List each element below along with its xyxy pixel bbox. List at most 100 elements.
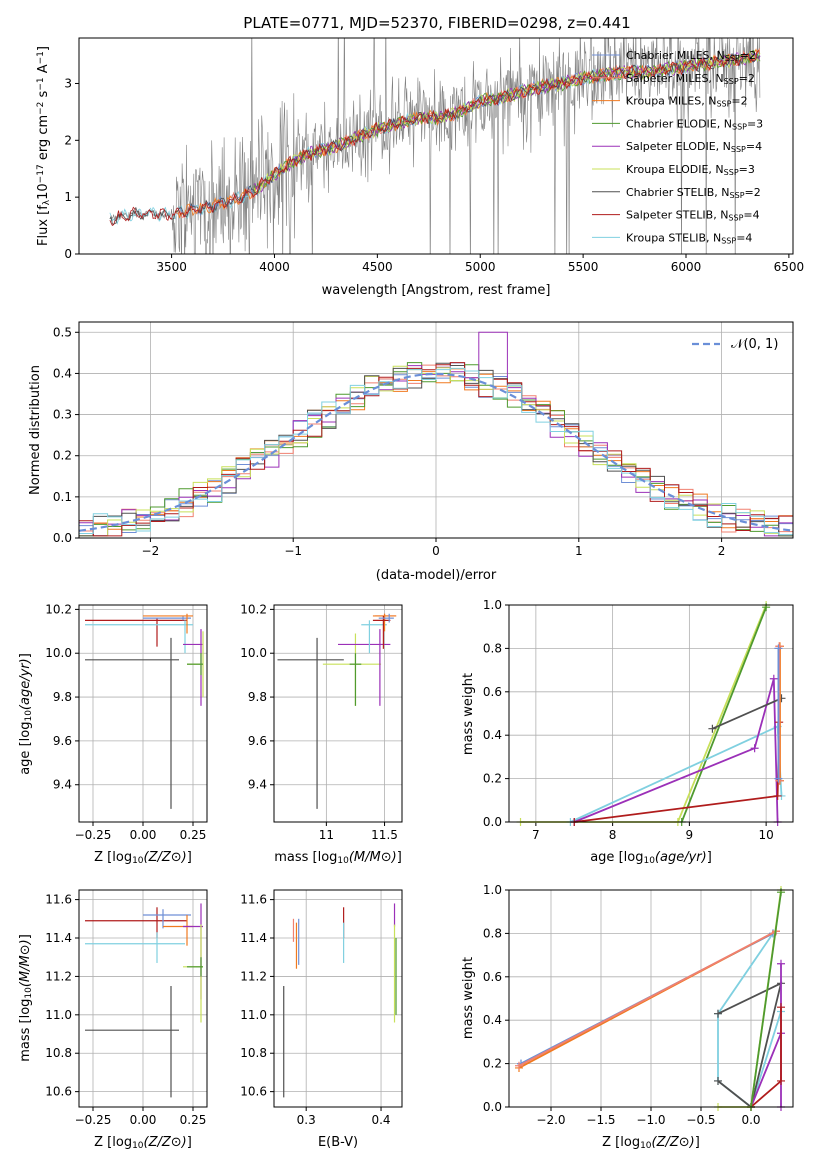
- label-part: mass [log: [274, 850, 337, 865]
- legend-sub: SSP: [724, 77, 739, 86]
- y-tick-label: 11.2: [45, 969, 72, 983]
- legend-sub: SSP: [731, 145, 746, 154]
- label-part: (age/yr): [18, 658, 33, 710]
- x-axis-label: Z [log10(Z/Z⊙)]: [94, 850, 192, 866]
- x-tick-label: −2.0: [536, 1113, 565, 1127]
- series-chabrier-stelib: [712, 697, 782, 730]
- label-sub: 10: [24, 710, 34, 722]
- x-tick-label: 5500: [568, 260, 599, 274]
- y-tick-label: 0.4: [483, 728, 502, 742]
- axes-frame: [78, 604, 208, 823]
- label-part: Z [log: [94, 1135, 132, 1150]
- label-part: (Z/Z⊙): [144, 850, 187, 865]
- x-tick-label: 0.25: [180, 1113, 207, 1127]
- histogram-salpeter-stelib: [79, 362, 793, 537]
- legend-eq: =4: [746, 140, 762, 153]
- y-tick-label: 0.0: [483, 1100, 502, 1114]
- legend-entry: Chabrier MILES, NSSP=2: [626, 49, 756, 63]
- legend-eq: =3: [747, 117, 763, 130]
- y-tick-label: 3: [64, 76, 72, 90]
- y-tick-label: 9.6: [53, 734, 72, 748]
- x-tick-label: 7: [532, 828, 540, 842]
- plot-area: [109, 38, 761, 254]
- legend-eq: =2: [745, 186, 761, 199]
- y-axis-label: Normed distribution: [28, 365, 43, 495]
- legend-entry: Salpeter ELODIE, NSSP=4: [626, 140, 762, 154]
- legend-entry: 𝒩(0, 1): [731, 337, 778, 352]
- mass-vs-ebv-panel: 0.3 0.4 10.6 10.8 11.0 11.2 11.4 11.6 E(B-V): [240, 889, 403, 1150]
- y-tick-label: 0.5: [53, 325, 72, 339]
- label-part: s: [36, 90, 51, 101]
- y-tick-label: 10.8: [45, 1046, 72, 1060]
- y-tick-label: 0.6: [483, 685, 502, 699]
- marker-chabrier-elodie: [777, 888, 785, 897]
- legend-eq: =2: [740, 49, 756, 62]
- marker-chabrier-miles: [774, 774, 783, 783]
- label-sup: −1: [36, 77, 46, 90]
- y-tick-label: 1.0: [483, 598, 502, 612]
- label-sub: 10: [337, 856, 349, 866]
- y-tick-label: 0.3: [53, 408, 72, 422]
- model-spectrum-salpeter-stelib: [109, 50, 760, 226]
- y-tick-label: 10.6: [240, 1085, 267, 1099]
- label-part: (M/M⊙): [18, 939, 33, 987]
- y-tick-label: 1: [64, 190, 72, 204]
- x-axis-label: Z [log10(Z/Z⊙)]: [602, 1135, 700, 1151]
- x-axis-label: wavelength [Angstrom, rest frame]: [322, 283, 551, 298]
- marker-salpeter-elodie: [769, 674, 778, 683]
- x-tick-label: 0.25: [180, 828, 207, 842]
- legend-entry: Chabrier STELIB, NSSP=2: [626, 186, 761, 200]
- label-part: Z [log: [94, 850, 132, 865]
- x-tick-label: 4000: [259, 260, 290, 274]
- label-sub: 10: [132, 1141, 144, 1151]
- y-axis-label: mass weight: [461, 957, 476, 1039]
- legend-label: Salpeter STELIB, N: [626, 209, 728, 222]
- legend-label: Chabrier ELODIE, N: [626, 117, 732, 130]
- legend-eq: =4: [743, 209, 759, 222]
- legend-entry: Kroupa STELIB, NSSP=4: [626, 231, 752, 245]
- marker-salpeter-stelib: [777, 1076, 785, 1085]
- y-tick-label: 10.2: [45, 602, 72, 616]
- x-tick-label: 11: [319, 828, 334, 842]
- x-tick-label: −0.25: [75, 828, 112, 842]
- histogram-kroupa-stelib: [79, 367, 793, 536]
- series-kroupa-elodie: [520, 604, 767, 823]
- y-tick-label: 9.4: [53, 778, 72, 792]
- series-salpeter-elodie: [573, 678, 779, 823]
- y-tick-label: 0.6: [483, 970, 502, 984]
- legend-label: Salpeter MILES, N: [626, 72, 724, 85]
- y-tick-label: 11.6: [45, 893, 72, 907]
- x-tick-label: 0.4: [371, 1113, 390, 1127]
- legend-entry: Kroupa ELODIE, NSSP=3: [626, 163, 755, 177]
- label-sup: −1: [36, 51, 46, 64]
- x-tick-label: 2: [718, 544, 726, 558]
- label-sub: 10: [640, 1141, 652, 1151]
- plot-area: [79, 331, 793, 537]
- y-tick-label: 0.0: [483, 815, 502, 829]
- y-tick-label: 11.2: [240, 969, 267, 983]
- data-spectrum: [109, 38, 761, 254]
- legend-entry: Salpeter MILES, NSSP=2: [626, 72, 755, 86]
- x-axis-label: age [log10(age/yr)]: [590, 850, 712, 866]
- x-tick-label: −1: [284, 544, 302, 558]
- y-tick-label: 11.0: [45, 1008, 72, 1022]
- y-tick-label: 10.0: [240, 646, 267, 660]
- plot-area: [85, 613, 204, 809]
- x-tick-label: 3500: [156, 260, 187, 274]
- legend-eq: =2: [731, 95, 747, 108]
- legend-sub: SSP: [721, 236, 736, 245]
- label-sup: −2: [36, 102, 46, 115]
- legend-entry: Chabrier ELODIE, NSSP=3: [626, 117, 763, 131]
- x-tick-label: −0.25: [75, 1113, 112, 1127]
- marker-chabrier-stelib: [714, 1009, 722, 1018]
- x-axis-label: mass [log10(M/M⊙)]: [274, 850, 402, 866]
- axes-frame: [508, 889, 794, 1108]
- legend-label: Kroupa ELODIE, N: [626, 163, 724, 176]
- y-tick-label: 0.8: [483, 641, 502, 655]
- y-tick-label: 11.0: [240, 1008, 267, 1022]
- y-tick-label: 10.8: [240, 1046, 267, 1060]
- series-salpeter-miles: [518, 930, 777, 1067]
- series-chabrier-elodie: [680, 606, 767, 823]
